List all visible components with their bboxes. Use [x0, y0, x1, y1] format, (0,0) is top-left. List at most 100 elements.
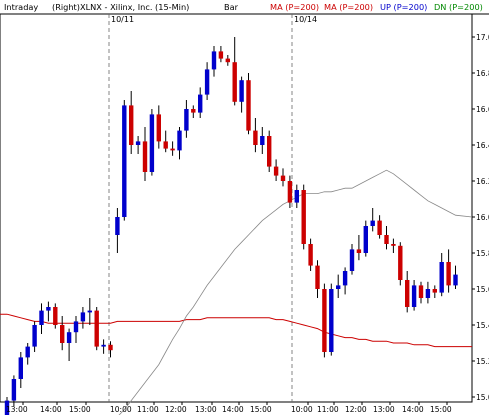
- y-tick-label: 15.8: [476, 249, 489, 258]
- x-tick-label: 15:00: [69, 405, 91, 414]
- candle-body: [280, 175, 286, 181]
- candle-body: [384, 235, 389, 244]
- x-tick-label: 11:00: [317, 405, 339, 414]
- x-tick-label: 13:00: [373, 405, 395, 414]
- y-tick-label: 17.0: [476, 33, 489, 42]
- x-tick-label: 10:00: [291, 405, 313, 414]
- candle: [94, 307, 99, 351]
- candle: [18, 352, 23, 388]
- candle: [377, 215, 382, 239]
- candle: [439, 253, 444, 297]
- candle-body: [135, 141, 141, 145]
- header-item-1: (Right): [52, 2, 80, 12]
- candle-body: [204, 69, 210, 95]
- candle-body: [122, 105, 127, 217]
- candle-body: [342, 271, 348, 286]
- x-tick-label: 11:00: [137, 405, 159, 414]
- candle: [191, 105, 196, 118]
- y-axis: 15.0 15.2 15.4 15.6 15.8 16.0 16.2 16.4 16.6 16.8…: [472, 33, 489, 402]
- indicator-lines: [0, 169, 473, 418]
- candle-body: [18, 357, 23, 379]
- candle: [370, 208, 375, 232]
- candle-body: [439, 262, 444, 293]
- x-tick-label: 13:00: [195, 405, 217, 414]
- candle-body: [377, 220, 382, 235]
- y-tick-label: 16.2: [476, 177, 489, 186]
- candle: [322, 283, 327, 358]
- candle-body: [329, 289, 334, 352]
- header-item-0: Intraday: [4, 2, 38, 12]
- candle-body: [25, 346, 30, 358]
- candle: [39, 303, 44, 334]
- header-item-5: MA (P=200): [324, 2, 373, 12]
- candle: [253, 118, 258, 153]
- candle-body: [94, 310, 99, 347]
- candle: [239, 76, 244, 113]
- candle: [66, 328, 72, 361]
- y-tick-label: 15.0: [476, 393, 489, 402]
- candle-body: [425, 289, 431, 298]
- session-label: 10/11: [111, 15, 134, 24]
- candle-body: [80, 312, 86, 322]
- candle-body: [73, 321, 79, 333]
- candle: [80, 307, 86, 329]
- x-tick-label: 12:00: [165, 405, 187, 414]
- candle-body: [446, 262, 451, 286]
- session-label: 10/14: [294, 15, 317, 24]
- candle: [425, 281, 431, 304]
- candle-body: [411, 285, 417, 307]
- candle-body: [232, 62, 237, 102]
- x-tick-label: 14:00: [402, 405, 424, 414]
- y-tick-label: 16.6: [476, 105, 489, 114]
- candle-body: [142, 141, 148, 172]
- candle-body: [218, 51, 224, 59]
- x-tick-label: 13:00: [6, 405, 28, 414]
- candle: [315, 260, 320, 298]
- candle-body: [398, 245, 403, 280]
- candle-body: [294, 190, 299, 203]
- candle-body: [363, 226, 368, 253]
- candle-body: [87, 310, 92, 313]
- candle: [336, 274, 341, 298]
- candle: [46, 301, 51, 322]
- y-tick-label: 16.4: [476, 141, 489, 150]
- candle: [156, 105, 161, 149]
- candle: [122, 100, 127, 221]
- candle: [308, 238, 313, 271]
- y-tick-label: 15.2: [476, 357, 489, 366]
- candle-body: [177, 130, 182, 151]
- y-tick-label: 15.4: [476, 321, 489, 330]
- candle: [170, 141, 175, 156]
- x-tick-label: 10:00: [110, 405, 132, 414]
- candle-body: [66, 332, 72, 343]
- candle: [280, 168, 286, 187]
- candle-body: [225, 58, 230, 63]
- candle-body: [336, 285, 341, 289]
- candle-body: [191, 109, 196, 113]
- candle-body: [149, 114, 155, 172]
- candle: [53, 303, 58, 329]
- candle: [211, 46, 217, 77]
- candle: [225, 55, 230, 66]
- candle: [115, 208, 120, 253]
- candle: [184, 100, 189, 138]
- candle-body: [356, 249, 362, 253]
- x-axis: 13:00 14:00 15:00 10:00 11:00 12:00 13:00 14:00…: [6, 402, 452, 414]
- candle-body: [432, 289, 437, 293]
- candle-body: [184, 109, 189, 131]
- candle-body: [101, 344, 106, 347]
- candle: [101, 339, 106, 354]
- candle-body: [418, 285, 424, 298]
- candle: [418, 281, 424, 304]
- candle: [398, 242, 403, 286]
- candle: [287, 175, 293, 208]
- y-tick-label: 15.6: [476, 285, 489, 294]
- candle: [267, 130, 272, 172]
- candle: [11, 375, 17, 406]
- x-tick-label: 12:00: [345, 405, 367, 414]
- y-tick-label: 16.0: [476, 213, 489, 222]
- header-item-2: XLNX - Xilinx, Inc. (15-Min): [80, 2, 189, 12]
- candle: [177, 127, 182, 160]
- candle: [204, 62, 210, 100]
- candle-body: [405, 280, 410, 307]
